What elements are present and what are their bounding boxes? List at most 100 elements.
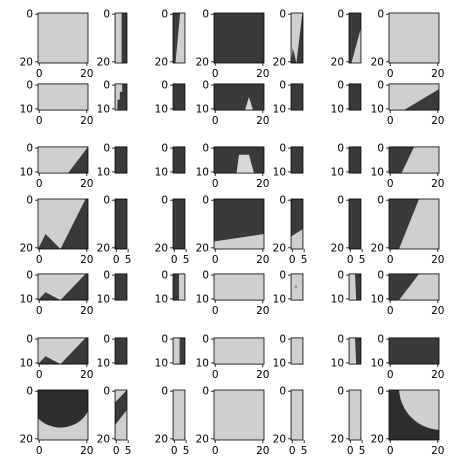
y-tick-label: 0: [26, 9, 33, 21]
y-tick-label: 20: [273, 433, 286, 445]
y-tick-label: 0: [337, 80, 344, 92]
axes-frame: [388, 12, 440, 64]
y-tick-label: 20: [371, 433, 384, 445]
image-content: [349, 146, 361, 174]
image-fill: [115, 337, 127, 365]
x-tick-label: 5: [301, 254, 308, 266]
x-tick-label: 0: [36, 305, 43, 317]
image-content: [214, 273, 264, 301]
image-region: [355, 273, 361, 301]
y-tick-label: 0: [337, 195, 344, 207]
image-region: [296, 13, 303, 63]
image-region: [214, 234, 264, 249]
image-region: [236, 154, 254, 174]
y-tick-label: 10: [196, 166, 209, 178]
image-fill: [291, 337, 303, 365]
y-tick-label: 20: [196, 56, 209, 68]
y-tick-label: 0: [377, 143, 384, 155]
y-tick-label: 0: [161, 270, 168, 282]
image-region: [173, 13, 181, 63]
axes-frame: [290, 273, 304, 301]
y-tick-label: 0: [337, 143, 344, 155]
image-region: [389, 199, 419, 249]
axes-frame: [114, 83, 128, 111]
y-tick-label: 20: [331, 242, 344, 254]
y-tick-label: 0: [279, 143, 286, 155]
image-content: [291, 83, 303, 111]
y-tick-label: 0: [202, 80, 209, 92]
y-tick-label: 10: [155, 357, 168, 369]
x-tick-label: 20: [80, 178, 93, 190]
axes-frame: [37, 146, 89, 174]
x-tick-label: 20: [80, 305, 93, 317]
x-tick-label: 0: [113, 254, 120, 266]
x-tick-label: 0: [387, 68, 394, 80]
image-content: [115, 13, 127, 63]
image-region: [245, 97, 253, 111]
image-content: [214, 83, 264, 111]
axes-frame: [213, 337, 265, 365]
image-region: [38, 390, 88, 428]
image-region: [404, 89, 439, 111]
y-tick-label: 0: [337, 9, 344, 21]
x-tick-label: 0: [387, 445, 394, 457]
y-tick-label: 10: [331, 166, 344, 178]
image-content: [389, 199, 439, 249]
x-tick-label: 20: [431, 445, 444, 457]
y-tick-label: 0: [26, 334, 33, 346]
image-region: [173, 337, 180, 365]
y-tick-label: 10: [196, 357, 209, 369]
image-content: [115, 337, 127, 365]
image-content: [115, 146, 127, 174]
y-tick-label: 0: [161, 195, 168, 207]
x-tick-label: 20: [431, 305, 444, 317]
y-tick-label: 10: [273, 166, 286, 178]
y-tick-label: 0: [161, 143, 168, 155]
image-content: [38, 13, 88, 63]
y-tick-label: 20: [155, 242, 168, 254]
y-tick-label: 0: [103, 143, 110, 155]
image-region: [115, 83, 123, 111]
image-content: [389, 83, 439, 111]
image-panel-r3-c5: 0 10: [273, 143, 304, 178]
axes-frame: [290, 337, 304, 365]
image-fill: [214, 390, 264, 440]
image-panel-r5-c5: 0 10: [273, 270, 304, 305]
axes-frame: [348, 83, 362, 111]
y-tick-label: 0: [377, 9, 384, 21]
image-fill: [173, 390, 185, 440]
y-tick-label: 10: [97, 357, 110, 369]
y-tick-label: 20: [196, 433, 209, 445]
y-tick-label: 20: [20, 242, 33, 254]
axes-frame: [114, 146, 128, 174]
x-tick-label: 20: [431, 68, 444, 80]
x-tick-label: 0: [36, 254, 43, 266]
x-tick-label: 5: [183, 254, 190, 266]
x-tick-label: 0: [36, 369, 43, 381]
x-tick-label: 20: [431, 369, 444, 381]
axes-frame: [37, 273, 89, 301]
axes-frame: [114, 389, 128, 441]
y-tick-label: 20: [371, 242, 384, 254]
y-tick-label: 20: [155, 56, 168, 68]
image-region: [115, 390, 127, 425]
x-tick-label: 20: [256, 369, 269, 381]
image-region: [291, 48, 297, 63]
x-tick-label: 20: [431, 178, 444, 190]
image-content: [214, 199, 264, 249]
image-panel-r2-c6: 0 10: [331, 80, 362, 115]
x-tick-label: 0: [289, 254, 296, 266]
y-tick-label: 0: [103, 80, 110, 92]
y-tick-label: 10: [331, 357, 344, 369]
axes-frame: [388, 198, 440, 250]
y-tick-label: 0: [279, 80, 286, 92]
y-tick-label: 10: [155, 166, 168, 178]
